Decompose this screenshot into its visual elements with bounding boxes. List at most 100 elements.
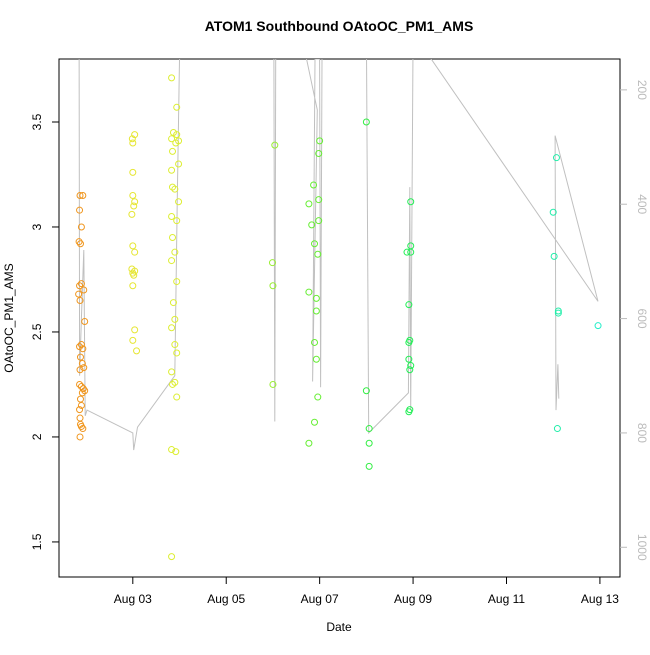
point [175,198,183,206]
point [129,139,137,147]
point [172,448,180,456]
point [407,198,415,206]
y-axis-label: OAtoOC_PM1_AMS [2,263,16,372]
point [169,380,177,388]
point [129,336,137,344]
point [171,315,179,323]
point [75,290,83,298]
x-tick-label: Aug 13 [581,592,619,606]
point [131,198,139,206]
point [171,185,179,193]
point [79,345,87,353]
point [77,422,85,430]
x-tick-label: Aug 05 [207,592,245,606]
chart-title: ATOM1 Southbound OAtoOC_PM1_AMS [205,18,474,34]
y2-tick-label: 1000 [635,534,649,561]
x-axis-label: Date [326,620,352,634]
point [168,74,176,82]
y-tick-label: 3.5 [30,113,44,130]
point [169,147,177,155]
point [365,462,373,470]
point [131,326,139,334]
point [365,439,373,447]
point [79,385,87,393]
point [305,439,313,447]
point [128,135,136,143]
point [78,359,86,367]
point [79,191,87,199]
point [314,250,322,258]
point [76,240,84,248]
point [406,366,414,374]
point [77,341,85,349]
point [168,135,176,143]
point [80,364,88,372]
point [76,406,84,414]
point [314,393,322,401]
point [365,425,373,433]
y-tick-label: 2 [30,433,44,440]
y-tick-label: 3 [30,223,44,230]
y2-tick-label: 400 [635,194,649,214]
point [76,433,84,441]
point [550,252,558,260]
point [76,395,84,403]
point [168,212,176,220]
point [76,353,84,361]
point [173,349,181,357]
point [316,137,324,145]
point [168,257,176,265]
x-tick-label: Aug 11 [488,592,525,606]
point [168,166,176,174]
x-tick-label: Aug 09 [394,592,432,606]
point [128,210,136,218]
point [169,183,177,191]
point [171,378,179,386]
point [173,217,181,225]
point [129,191,137,199]
point [554,307,562,315]
point [552,154,560,162]
point [79,425,87,433]
point [311,240,319,248]
point [173,131,181,139]
point [403,248,411,256]
point [312,307,320,315]
point [362,387,370,395]
point [315,217,323,225]
point [268,259,276,267]
point [75,238,83,246]
point [130,202,138,210]
y-tick-label: 1.5 [30,533,44,550]
point [80,286,88,294]
point [171,248,179,256]
y2-tick-label: 800 [635,423,649,443]
point [407,362,415,370]
point [168,368,176,376]
point [310,181,318,189]
x-tick-label: Aug 03 [114,592,152,606]
point [549,208,557,216]
point [76,366,84,374]
point [305,288,313,296]
point [553,425,561,433]
point [269,282,277,290]
point [133,347,141,355]
point [312,355,320,363]
point [76,296,84,304]
point [77,401,85,409]
point [271,141,279,149]
point [76,191,84,199]
point [129,242,137,250]
point [168,553,176,561]
y-tick-label: 2.5 [30,323,44,340]
point [129,168,137,176]
point [129,282,137,290]
point [77,280,85,288]
point [171,341,179,349]
point [130,271,138,279]
point [407,242,415,250]
point [305,200,313,208]
point [362,118,370,126]
point [76,282,84,290]
